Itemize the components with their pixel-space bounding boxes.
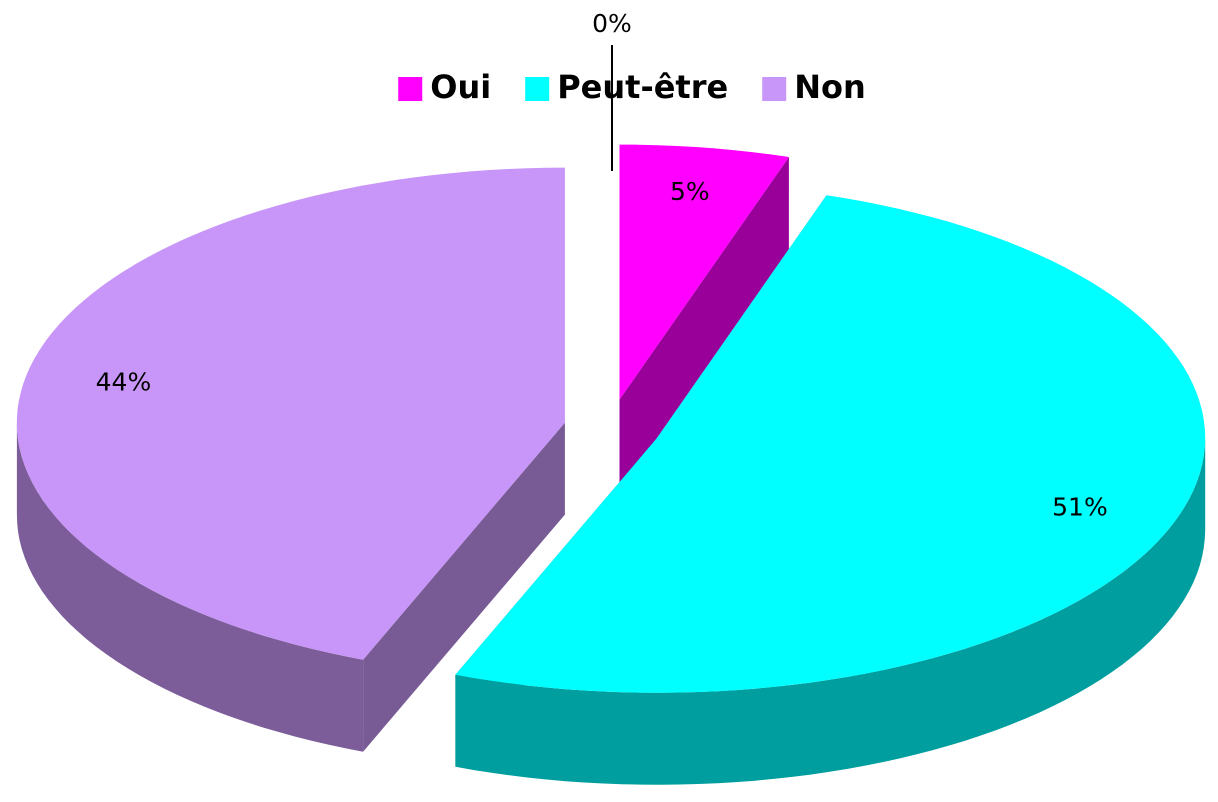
slice: [16, 167, 565, 660]
data-label: 44%: [96, 367, 152, 396]
slice-wall: [16, 422, 364, 752]
data-label: 5%: [670, 177, 710, 206]
slice-wall: [455, 437, 1206, 785]
legend-swatch: [525, 77, 550, 101]
slice: [619, 144, 789, 400]
legend: Oui Peut-être Non: [398, 68, 866, 106]
legend-label: Peut-être: [557, 68, 728, 106]
data-label: 0%: [592, 9, 632, 38]
legend-label: Oui: [430, 68, 491, 106]
slice-side: [619, 157, 789, 492]
legend-swatch: [398, 77, 423, 101]
slice-side: [363, 422, 565, 752]
legend-label: Non: [794, 68, 866, 106]
legend-swatch: [762, 77, 787, 101]
data-label: 51%: [1052, 493, 1108, 522]
slice: [455, 195, 1206, 693]
